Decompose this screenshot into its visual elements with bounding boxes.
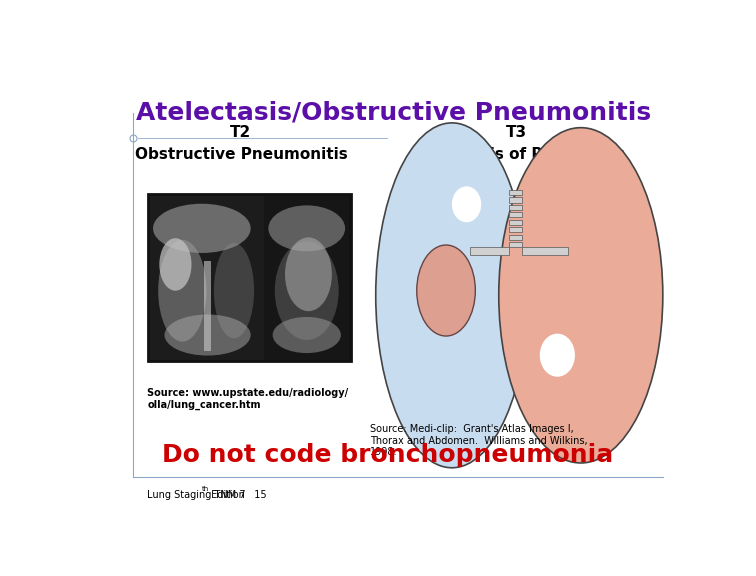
- Text: T3: T3: [506, 125, 527, 140]
- Bar: [204, 261, 211, 351]
- Text: T2: T2: [231, 125, 252, 140]
- Bar: [510, 242, 522, 248]
- Ellipse shape: [417, 245, 476, 336]
- Bar: [510, 219, 522, 225]
- Text: Obstructive Pneumonitis: Obstructive Pneumonitis: [135, 147, 347, 162]
- Text: Lung Staging TNM 7: Lung Staging TNM 7: [147, 490, 246, 500]
- Bar: [522, 247, 569, 255]
- Text: th: th: [203, 486, 209, 492]
- Ellipse shape: [214, 243, 254, 338]
- Bar: [510, 197, 522, 203]
- Bar: [147, 194, 352, 362]
- Ellipse shape: [153, 204, 251, 253]
- Ellipse shape: [158, 240, 206, 342]
- Ellipse shape: [268, 206, 345, 251]
- Ellipse shape: [273, 317, 341, 353]
- Bar: [510, 212, 522, 218]
- Ellipse shape: [160, 238, 191, 291]
- Bar: [510, 204, 522, 210]
- Ellipse shape: [274, 241, 339, 340]
- Text: Source: Medi-clip:  Grant's Atlas Images I,
Thorax and Abdomen.  Williams and Wi: Source: Medi-clip: Grant's Atlas Images …: [370, 424, 587, 457]
- Ellipse shape: [165, 314, 251, 355]
- Ellipse shape: [499, 128, 663, 463]
- Bar: [510, 190, 522, 195]
- Bar: [510, 227, 522, 233]
- Text: Source: www.upstate.edu/radiology/
olla/lung_cancer.htm: Source: www.upstate.edu/radiology/ olla/…: [147, 388, 349, 410]
- Ellipse shape: [452, 187, 481, 222]
- Text: Do not code bronchopneumonia: Do not code bronchopneumonia: [162, 443, 613, 467]
- Bar: [510, 234, 522, 240]
- Bar: [150, 195, 265, 359]
- Ellipse shape: [285, 237, 332, 311]
- Bar: [264, 195, 349, 359]
- Ellipse shape: [376, 123, 528, 468]
- Text: Atelectasis of Right Lung: Atelectasis of Right Lung: [408, 147, 624, 162]
- Text: Edition   15: Edition 15: [208, 490, 267, 500]
- Text: Atelectasis/Obstructive Pneumonitis: Atelectasis/Obstructive Pneumonitis: [135, 100, 651, 124]
- Bar: [469, 247, 510, 255]
- Ellipse shape: [540, 334, 575, 377]
